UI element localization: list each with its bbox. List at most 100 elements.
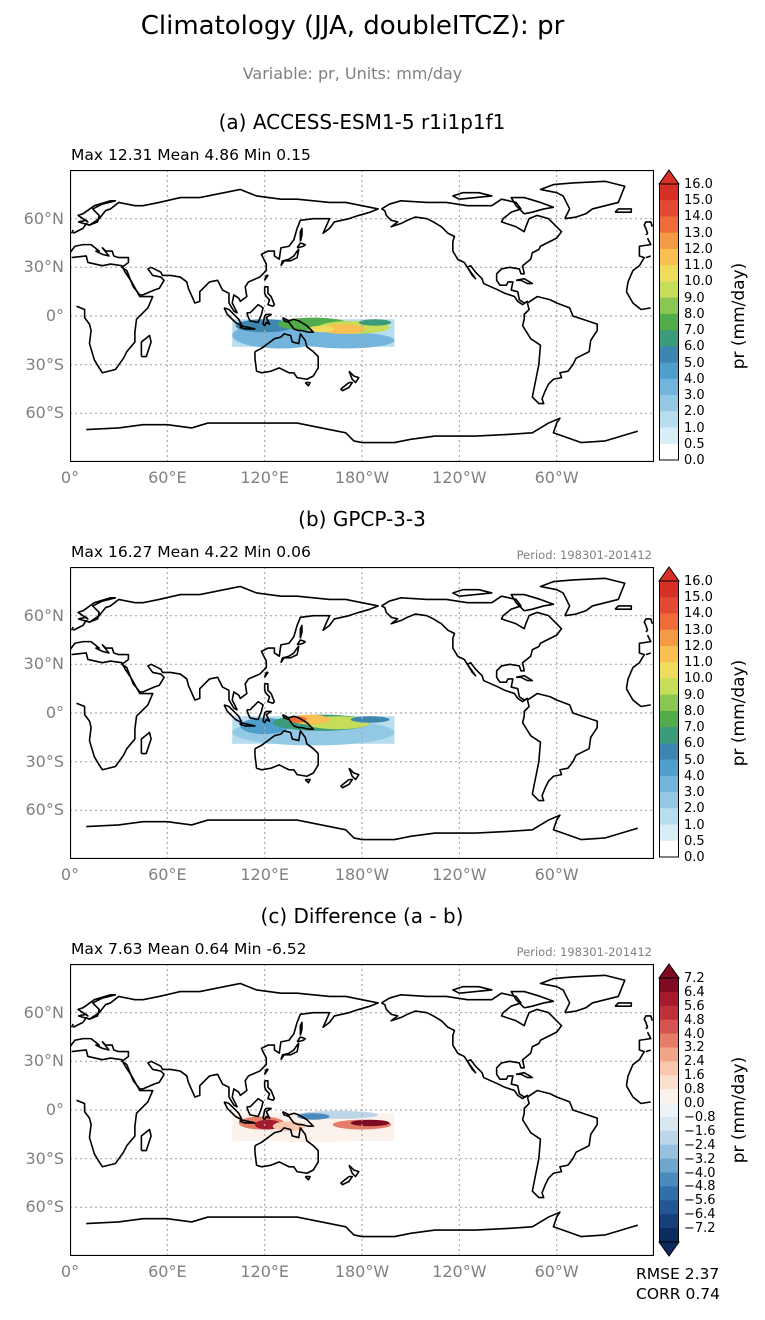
colorbar-tick-label: 3.0 xyxy=(684,388,705,404)
coastline xyxy=(645,1049,652,1053)
coastline xyxy=(254,333,319,381)
colorbar-tick-label: −7.2 xyxy=(684,1221,716,1237)
coastline xyxy=(362,417,639,444)
lat-tick-label: 60°S xyxy=(25,403,64,423)
field-contour xyxy=(297,332,395,349)
colorbar-tick-label: 2.4 xyxy=(684,1054,705,1070)
coastline xyxy=(70,1023,74,1028)
lat-tick-label: 60°S xyxy=(25,1197,64,1217)
coastline xyxy=(510,593,555,612)
colorbar-tick-label: 4.0 xyxy=(684,1026,705,1042)
colorbar-segment xyxy=(659,281,679,299)
panel-title: (c) Difference (a - b) xyxy=(260,904,464,928)
colorbar-tick-label: 6.0 xyxy=(684,736,705,752)
lat-tick-label: 30°N xyxy=(23,257,64,277)
colorbar-tick-label: 14.0 xyxy=(684,209,713,225)
colorbar xyxy=(658,566,680,858)
colorbar-segment xyxy=(659,265,679,282)
field-mask xyxy=(394,309,435,357)
coastline xyxy=(614,605,633,610)
field-mask xyxy=(394,1103,435,1151)
coastline xyxy=(263,671,269,678)
lon-tick-label: 180°W xyxy=(334,1262,390,1281)
coastline xyxy=(281,316,315,334)
colorbar-tick-label: 8.0 xyxy=(684,703,705,719)
coastline xyxy=(381,198,563,306)
colorbar-tick-label: 10.0 xyxy=(684,671,713,687)
colorbar-segment xyxy=(659,297,679,315)
coastline xyxy=(70,188,380,314)
colorbar xyxy=(658,963,680,1257)
colorbar-tick-label: 5.6 xyxy=(684,998,705,1014)
colorbar-segment xyxy=(659,443,679,461)
colorbar-segment xyxy=(659,1005,679,1021)
colorbar-tick-label: −5.6 xyxy=(684,1193,716,1209)
coastline xyxy=(70,229,74,234)
coastline xyxy=(340,381,354,392)
panel-stats: Max 16.27 Mean 4.22 Min 0.06 xyxy=(71,543,311,561)
coastline xyxy=(281,1110,315,1128)
coastline xyxy=(239,324,256,330)
field-contour xyxy=(350,716,390,723)
coastline xyxy=(280,645,300,664)
lat-tick-label: 60°S xyxy=(25,800,64,820)
coastline xyxy=(239,721,256,727)
lon-tick-label: 120°W xyxy=(432,468,487,487)
colorbar-tick-label: 0.8 xyxy=(684,1082,705,1098)
lat-tick-label: 30°N xyxy=(23,654,64,674)
coastline xyxy=(521,1089,599,1199)
colorbar-tick-label: 2.0 xyxy=(684,801,705,817)
coastline xyxy=(362,814,639,841)
lon-tick-label: 60°E xyxy=(148,865,187,884)
coastline xyxy=(643,1015,654,1030)
colorbar-tick-label: −2.4 xyxy=(684,1137,716,1153)
coastline xyxy=(246,1097,264,1118)
colorbar-tick-label: 4.0 xyxy=(684,371,705,387)
lon-tick-label: 60°E xyxy=(148,1262,187,1281)
coastline xyxy=(625,1031,652,1086)
colorbar-segment xyxy=(659,184,679,201)
data-field xyxy=(232,309,435,357)
coastline xyxy=(510,196,555,215)
colorbar-tick-label: 9.0 xyxy=(684,687,705,703)
colorbar-segment xyxy=(659,613,679,631)
coastline xyxy=(515,277,534,285)
colorbar-tick-label: 16.0 xyxy=(684,574,713,589)
colorbar-tick-label: 9.0 xyxy=(684,290,705,306)
lon-tick-label: 60°W xyxy=(534,1262,579,1281)
coastline xyxy=(86,1216,363,1238)
coastline xyxy=(381,595,563,703)
colorbar-tick-label: 12.0 xyxy=(684,638,713,654)
colorbar-segment xyxy=(659,232,679,250)
colorbar-segment xyxy=(659,346,679,364)
map-frame xyxy=(70,964,654,1256)
coastline xyxy=(239,1118,256,1124)
colorbar-segment xyxy=(659,581,679,598)
coastline xyxy=(539,974,626,1014)
colorbar-extend-min xyxy=(658,1241,680,1257)
lon-tick-label: 120°W xyxy=(432,1262,487,1281)
coastline xyxy=(70,626,74,631)
coastline xyxy=(304,778,311,784)
map-frame xyxy=(70,567,654,859)
lat-tick-label: 60°N xyxy=(23,1002,64,1022)
coastline xyxy=(515,674,534,682)
colorbar-tick-label: 7.0 xyxy=(684,720,705,736)
lon-tick-label: 120°E xyxy=(240,468,289,487)
colorbar-segment xyxy=(659,1186,679,1201)
colorbar-segment xyxy=(659,792,679,809)
colorbar-segment xyxy=(659,330,679,347)
colorbar-label: pr (mm/day) xyxy=(729,1056,749,1164)
coastline xyxy=(262,1107,272,1121)
coastline xyxy=(643,221,654,236)
coastline xyxy=(280,1042,300,1061)
colorbar-segment xyxy=(659,411,679,429)
panel-period: Period: 198301-201412 xyxy=(516,548,652,562)
coastline xyxy=(296,242,307,249)
coastline xyxy=(539,180,626,220)
colorbar-tick-label: 0.5 xyxy=(684,436,705,452)
coastline xyxy=(140,731,152,755)
colorbar-segment xyxy=(659,1228,679,1243)
colorbar-tick-label: 6.0 xyxy=(684,339,705,355)
coastline xyxy=(381,992,563,1100)
